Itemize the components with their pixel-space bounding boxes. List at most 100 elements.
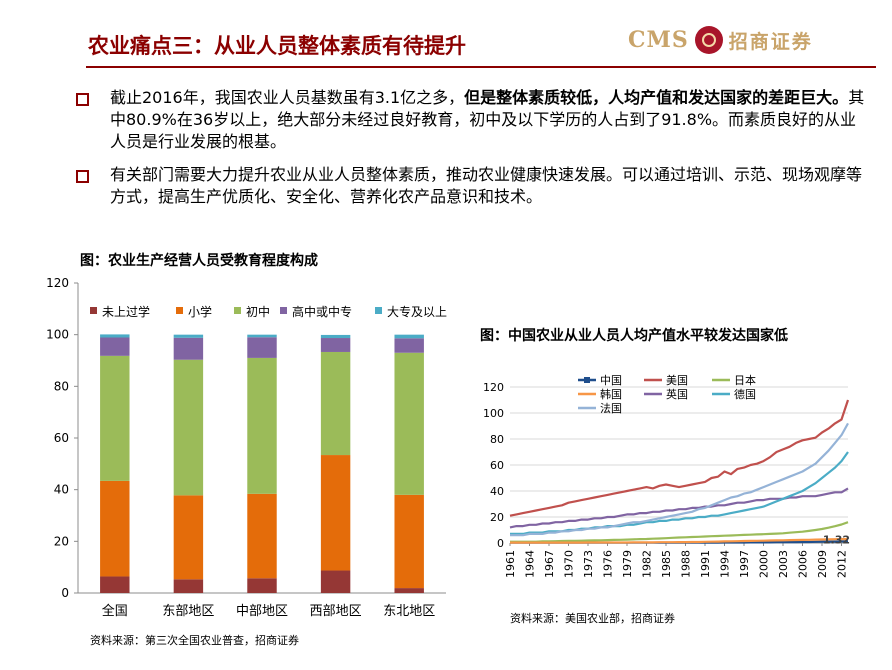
bar-segment bbox=[173, 334, 204, 338]
legend-marker bbox=[584, 377, 590, 383]
x-tick-label: 1976 bbox=[602, 550, 615, 578]
legend-label: 中国 bbox=[600, 374, 622, 387]
bar-segment bbox=[100, 576, 130, 593]
bullet-1: 截止2016年，我国农业人员基数虽有3.1亿之多，但是整体素质较低，人均产值和发… bbox=[76, 87, 866, 153]
x-tick-label: 1997 bbox=[738, 550, 751, 578]
right-chart-source: 资料来源：美国农业部，招商证券 bbox=[510, 612, 675, 625]
bar-segment bbox=[100, 334, 130, 338]
y-tick-label: 80 bbox=[490, 433, 504, 446]
left-chart-caption: 图：农业生产经营人员受教育程度构成 bbox=[80, 253, 318, 269]
legend-label: 德国 bbox=[734, 387, 756, 401]
y-tick-label: 40 bbox=[54, 483, 69, 497]
x-tick-label: 1994 bbox=[719, 550, 732, 578]
series-line bbox=[509, 487, 849, 529]
x-tick-label: 中部地区 bbox=[236, 604, 288, 619]
x-tick-label: 东部地区 bbox=[162, 604, 214, 619]
legend-swatch bbox=[234, 307, 241, 314]
x-tick-label: 全国 bbox=[102, 603, 128, 619]
legend-label: 美国 bbox=[666, 374, 688, 387]
bullet-box-icon bbox=[76, 170, 89, 183]
y-tick-label: 120 bbox=[46, 276, 69, 290]
y-tick-label: 60 bbox=[54, 431, 69, 445]
legend-label: 大专及以上 bbox=[387, 304, 447, 319]
bar-segment bbox=[320, 455, 351, 571]
y-tick-label: 60 bbox=[490, 459, 504, 472]
x-tick-label: 2012 bbox=[836, 550, 849, 578]
y-tick-label: 100 bbox=[46, 328, 69, 342]
x-tick-label: 1970 bbox=[563, 550, 576, 578]
y-tick-label: 0 bbox=[61, 586, 69, 600]
legend-label: 高中或中专 bbox=[292, 304, 352, 319]
x-tick-label: 1964 bbox=[524, 550, 537, 578]
slide-title: 农业痛点三：从业人员整体素质有待提升 bbox=[88, 34, 466, 58]
bar-segment bbox=[100, 355, 130, 481]
bar-segment bbox=[100, 480, 130, 577]
bar-segment bbox=[394, 588, 424, 593]
bar-segment bbox=[394, 494, 424, 589]
bar-segment bbox=[320, 334, 351, 339]
bar-segment bbox=[247, 334, 277, 338]
bar-segment bbox=[394, 352, 424, 495]
legend-swatch bbox=[280, 307, 287, 314]
x-tick-label: 1973 bbox=[582, 550, 595, 578]
x-tick-label: 东北地区 bbox=[383, 604, 435, 619]
legend-label: 初中 bbox=[246, 304, 270, 319]
bar-segment bbox=[320, 338, 351, 352]
legend-swatch bbox=[375, 307, 382, 314]
legend-label: 韩国 bbox=[600, 387, 622, 401]
y-tick-label: 20 bbox=[490, 511, 504, 524]
x-tick-label: 1982 bbox=[641, 550, 654, 578]
bar-segment bbox=[100, 337, 130, 356]
y-tick-label: 20 bbox=[54, 534, 69, 548]
y-tick-label: 80 bbox=[54, 379, 69, 393]
bullet-1-bold: 但是整体素质较低，人均产值和发达国家的差距巨大。 bbox=[464, 88, 849, 107]
x-tick-label: 1985 bbox=[660, 550, 673, 578]
bar-segment bbox=[394, 334, 424, 339]
x-tick-label: 1961 bbox=[504, 550, 517, 578]
legend-label: 法国 bbox=[600, 401, 622, 415]
bullet-box-icon bbox=[76, 93, 89, 106]
bar-segment bbox=[247, 493, 277, 579]
bullet-2: 有关部门需要大力提升农业从业人员整体素质，推动农业健康快速发展。可以通过培训、示… bbox=[76, 164, 866, 208]
bullet-2-text: 有关部门需要大力提升农业从业人员整体素质，推动农业健康快速发展。可以通过培训、示… bbox=[110, 165, 863, 206]
x-tick-label: 1979 bbox=[621, 550, 634, 578]
x-tick-label: 1967 bbox=[543, 550, 556, 578]
bullet-1-part-2: 其中80.9%在36岁以上，绝大部分未经过良好教育，初中及以下学历的人占到了91… bbox=[110, 88, 865, 151]
series-line bbox=[509, 399, 850, 517]
logo: CMS 招商证券 bbox=[628, 24, 813, 56]
legend-label: 小学 bbox=[188, 304, 212, 319]
bar-segment bbox=[247, 357, 277, 494]
series-line bbox=[510, 537, 849, 544]
bar-segment bbox=[173, 337, 204, 360]
legend-label: 日本 bbox=[734, 373, 756, 387]
logo-cn-text: 招商证券 bbox=[728, 30, 813, 53]
end-value-label: 1.32 bbox=[823, 533, 850, 546]
y-tick-label: 40 bbox=[490, 485, 504, 498]
bar-segment bbox=[247, 337, 277, 358]
bar-segment bbox=[173, 579, 204, 593]
bar-segment bbox=[320, 570, 351, 593]
x-tick-label: 2006 bbox=[797, 550, 810, 578]
title-rule bbox=[86, 66, 876, 68]
x-tick-label: 2003 bbox=[777, 550, 790, 578]
y-tick-label: 0 bbox=[497, 537, 504, 550]
bar-segment bbox=[247, 578, 277, 593]
bullet-1-part-1: 截止2016年，我国农业人员基数虽有3.1亿之多， bbox=[110, 88, 465, 107]
series-line bbox=[510, 521, 849, 543]
legend-swatch bbox=[90, 307, 97, 314]
x-tick-label: 1988 bbox=[680, 550, 693, 578]
logo-seal-icon bbox=[694, 26, 723, 54]
bar-segment bbox=[173, 359, 204, 496]
y-tick-label: 120 bbox=[483, 381, 504, 394]
bar-segment bbox=[173, 495, 204, 580]
bullet-1-text: 截止2016年，我国农业人员基数虽有3.1亿之多，但是整体素质较低，人均产值和发… bbox=[110, 87, 866, 153]
x-tick-label: 2000 bbox=[758, 550, 771, 578]
legend-label: 未上过学 bbox=[102, 304, 150, 319]
right-chart-caption: 图：中国农业从业人员人均产值水平较发达国家低 bbox=[480, 328, 788, 344]
legend-label: 英国 bbox=[666, 387, 688, 401]
series-line bbox=[510, 422, 849, 537]
x-tick-label: 西部地区 bbox=[310, 604, 362, 619]
logo-cms-text: CMS bbox=[628, 27, 689, 53]
